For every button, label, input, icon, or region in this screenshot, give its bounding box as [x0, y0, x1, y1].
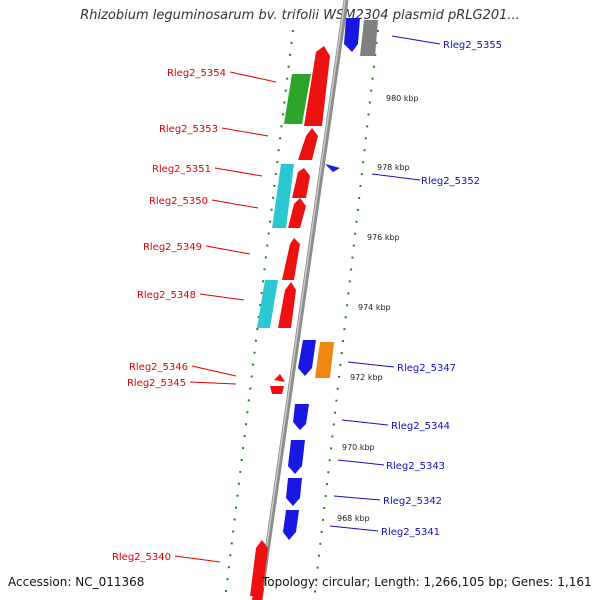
feature-5340[interactable] — [250, 540, 268, 596]
feature-5348[interactable] — [278, 282, 296, 328]
feature-5345[interactable] — [270, 386, 284, 394]
label-rleg2-5349[interactable]: Rleg2_5349 — [143, 242, 202, 253]
feature-5347-blue[interactable] — [298, 340, 316, 376]
feature-5355[interactable] — [344, 18, 360, 52]
label-rleg2-5343[interactable]: Rleg2_5343 — [386, 461, 445, 472]
right-leaders — [329, 35, 441, 532]
scale-labels: 980 kbp 978 kbp 976 kbp 974 kbp 972 kbp … — [337, 94, 419, 523]
genome-backbone-highlight — [258, 0, 346, 600]
feature-5351[interactable] — [292, 168, 310, 198]
scale-976-kbp: 976 kbp — [367, 233, 400, 242]
feature-5343[interactable] — [288, 440, 305, 474]
feature-5354[interactable] — [304, 46, 330, 126]
feature-5353[interactable] — [298, 128, 318, 160]
label-rleg2-5346[interactable]: Rleg2_5346 — [129, 362, 188, 373]
label-rleg2-5340[interactable]: Rleg2_5340 — [112, 552, 171, 563]
label-rleg2-5342[interactable]: Rleg2_5342 — [383, 496, 442, 507]
scale-968-kbp: 968 kbp — [337, 514, 370, 523]
feature-5350[interactable] — [288, 198, 306, 228]
feature-5351-cyan[interactable] — [272, 164, 294, 228]
feature-5352[interactable] — [325, 164, 340, 172]
topology-label: Topology: circular; Length: 1,266,105 bp… — [262, 575, 592, 589]
scale-978-kbp: 978 kbp — [377, 163, 410, 172]
feature-5349[interactable] — [282, 238, 300, 280]
label-rleg2-5352[interactable]: Rleg2_5352 — [421, 176, 480, 187]
scale-970-kbp: 970 kbp — [342, 443, 375, 452]
label-rleg2-5344[interactable]: Rleg2_5344 — [391, 421, 450, 432]
right-labels: Rleg2_5355 Rleg2_5352 Rleg2_5347 Rleg2_5… — [381, 40, 502, 538]
feature-5340-tail[interactable] — [252, 588, 264, 600]
feature-grey[interactable] — [360, 20, 378, 56]
label-rleg2-5348[interactable]: Rleg2_5348 — [137, 290, 196, 301]
label-rleg2-5347[interactable]: Rleg2_5347 — [397, 363, 456, 374]
scale-972-kbp: 972 kbp — [350, 373, 383, 382]
accession-label: Accession: NC_011368 — [8, 575, 145, 589]
feature-5342[interactable] — [286, 478, 302, 506]
feature-5341[interactable] — [283, 510, 299, 540]
feature-5344[interactable] — [293, 404, 309, 430]
label-rleg2-5351[interactable]: Rleg2_5351 — [152, 164, 211, 175]
features — [250, 18, 378, 600]
left-leaders — [174, 71, 277, 563]
genome-backbone — [257, 0, 349, 600]
label-rleg2-5345[interactable]: Rleg2_5345 — [127, 378, 186, 389]
scale-980-kbp: 980 kbp — [386, 94, 419, 103]
feature-5346[interactable] — [274, 374, 285, 382]
label-rleg2-5341[interactable]: Rleg2_5341 — [381, 527, 440, 538]
feature-5348-cyan[interactable] — [257, 280, 278, 328]
map-title: Rhizobium leguminosarum bv. trifolii WSM… — [80, 8, 520, 23]
label-rleg2-5355[interactable]: Rleg2_5355 — [443, 40, 502, 51]
label-rleg2-5354[interactable]: Rleg2_5354 — [167, 68, 226, 79]
feature-5347[interactable] — [315, 342, 334, 378]
scale-974-kbp: 974 kbp — [358, 303, 391, 312]
label-rleg2-5353[interactable]: Rleg2_5353 — [159, 124, 218, 135]
left-labels: Rleg2_5354 Rleg2_5353 Rleg2_5351 Rleg2_5… — [112, 68, 226, 563]
feature-5354-green[interactable] — [284, 74, 311, 124]
label-rleg2-5350[interactable]: Rleg2_5350 — [149, 196, 208, 207]
